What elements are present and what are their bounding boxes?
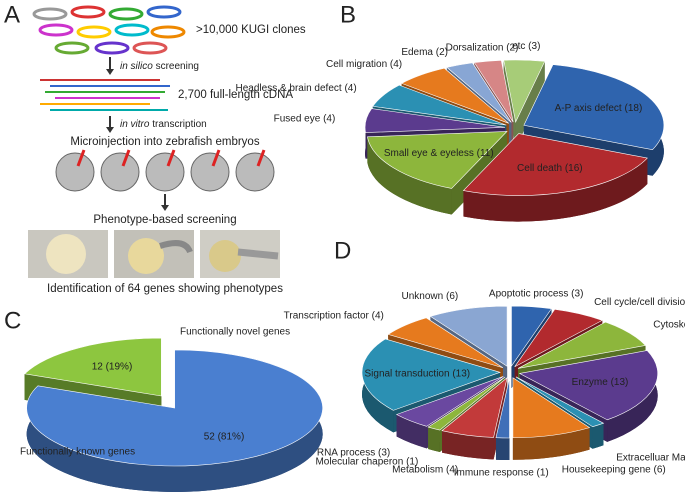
step-rest: screening [156,61,199,72]
clones-text: >10,000 KUGI clones [196,24,306,36]
slice-label: A-P axis defect (18) [555,103,643,114]
slice-label: Cell migration (4) [326,59,402,70]
slice-side [463,158,648,222]
pie [23,337,323,492]
slice [441,376,508,438]
slice [515,376,605,428]
step-rest: transcription [152,119,206,130]
slice [514,308,604,367]
slice [446,62,512,123]
slice-label: Fused eye (4) [274,114,336,125]
slice-label: Edema (2) [401,47,448,58]
slice-label: 12 (19%) [92,362,133,373]
slice-label: Housekeeping gene (6) [562,464,666,475]
slice [395,376,504,427]
slice-side [512,427,590,460]
charts [23,59,665,492]
screening-text: Phenotype-based screening [93,214,236,226]
slice [372,84,507,126]
slice [361,338,501,411]
slice-side [607,350,658,442]
slice [512,377,591,439]
slice [503,59,546,123]
slice-label: Cytoskeleton (5) [653,319,685,330]
result-text: Identification of 64 genes showing pheno… [47,283,283,295]
step-italic: in vitro [120,119,150,130]
cdna-text: 2,700 full-length cDNA [178,89,293,101]
slice-label: Apoptotic process (3) [489,288,584,299]
slice-label: Unknown (6) [402,291,459,302]
slice-label: Metabolism (4) [392,464,458,475]
slice [462,133,648,196]
arrow [161,194,169,211]
arrow [106,57,114,75]
arrow [106,116,114,133]
slice [427,376,506,431]
slice [495,377,510,439]
slice-label: Extracelluar Matrix Component (1) [616,452,685,463]
panel-label: D [334,237,351,264]
slice-side [428,427,440,453]
category-label: Functionally novel genes [180,327,290,338]
embryos [55,149,275,192]
slice-label: Molecular chaperon (1) [315,457,418,468]
slice [367,131,508,189]
panel-label: A [4,1,20,28]
slice-label: Signal transduction (13) [364,369,470,380]
slice-label: Dorsalization (2) [446,42,519,53]
pie [361,305,658,460]
panel-label: B [340,1,356,28]
slice-side [367,136,452,215]
slice-side [495,437,510,460]
slice-side [442,430,494,460]
slice-label: Small eye & eyeless (11) [384,148,494,159]
slice-label: 52 (81%) [204,432,245,443]
plasmids [32,5,186,55]
slice-label: Cell cycle/cell division (4) [594,297,685,308]
slice [511,305,553,368]
cdna-lines [40,79,170,111]
slice [518,350,658,421]
slice-side [592,423,604,449]
slice-label: Headless & brain defect (4) [236,83,357,94]
slice [364,108,506,133]
slice [387,317,504,369]
slice [523,64,665,151]
pie [364,59,665,222]
slice [400,67,509,124]
slice-side [396,414,427,449]
slice-label: RNA process (3) [317,447,390,458]
slice-label: Enzyme (13) [572,377,629,388]
panel-label: C [4,307,21,334]
slice-label: etc (3) [512,41,540,52]
step-text: in vitro transcription [120,119,207,130]
slice [23,337,162,397]
slice-label: Transcription factor (4) [284,311,384,322]
slice [517,321,647,369]
slice-label: Immune response (1) [454,468,549,479]
slice [473,60,514,123]
category-label: Functionally known genes [20,447,135,458]
slice [429,305,508,367]
step-text: in silico screening [120,61,199,72]
embryo-photos [28,230,280,278]
injection-text: Microinjection into zebrafish embryos [70,136,259,148]
slice-label: Cell death (16) [517,163,583,174]
slice [26,349,323,467]
step-italic: in silico [120,61,153,72]
